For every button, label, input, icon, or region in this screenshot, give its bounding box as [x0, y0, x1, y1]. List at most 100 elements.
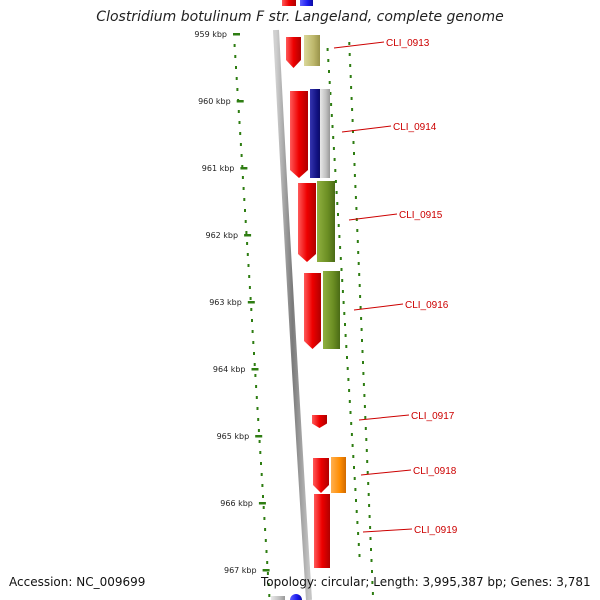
gene-label-cli-0919[interactable]: CLI_0919: [414, 525, 458, 536]
track-dot: [242, 187, 245, 190]
track-dot: [353, 163, 356, 166]
track-dot: [344, 323, 346, 326]
track-dot: [361, 339, 363, 342]
gene-label-cli-0913[interactable]: CLI_0913: [386, 38, 430, 49]
gene-label-cli-0915[interactable]: CLI_0915: [399, 210, 443, 221]
track-dot: [260, 462, 262, 465]
cds-cli-0913[interactable]: [286, 37, 301, 68]
annotation-cli-0915[interactable]: [317, 181, 335, 262]
accession-text: Accession: NC_009699: [9, 575, 146, 589]
track-dot: [337, 224, 340, 227]
track-dot: [368, 504, 371, 507]
kbp-tick-label: 966 kbp: [220, 499, 253, 508]
gene-labels[interactable]: CLI_0913 CLI_0914 CLI_0915 CLI_0916 CLI_0917…: [333, 38, 458, 536]
track-dot: [251, 330, 254, 333]
annotation-cli-0914b[interactable]: [320, 89, 330, 178]
track-dot: [357, 532, 360, 535]
annotation-cli-0914[interactable]: [310, 89, 322, 178]
track-dot: [357, 251, 360, 254]
cds-cli-0918[interactable]: [313, 458, 329, 493]
annotation-cli-0916[interactable]: [323, 271, 340, 349]
track-dot: [261, 484, 264, 487]
track-dot: [255, 396, 258, 399]
track-dot: [351, 119, 354, 122]
track-dot: [352, 130, 354, 133]
track-dot: [260, 473, 263, 476]
gene-leader-line: [333, 41, 385, 49]
track-dot: [254, 374, 257, 377]
track-dot: [362, 383, 365, 386]
track-dot: [257, 418, 260, 421]
cds-partial[interactable]: [282, 0, 296, 6]
track-dot: [349, 411, 352, 414]
track-dot: [348, 42, 351, 45]
track-dot: [352, 455, 355, 458]
track-dot: [348, 389, 351, 392]
gene-label-cli-0914[interactable]: CLI_0914: [393, 122, 437, 133]
gene-leader-line: [353, 303, 404, 311]
cds-cli-0916[interactable]: [304, 273, 321, 349]
track-dot: [350, 422, 353, 425]
track-dot: [234, 55, 237, 58]
track-dot: [366, 471, 369, 474]
cds-cli-0915[interactable]: [298, 183, 316, 262]
annotation-cli-0918[interactable]: [331, 457, 346, 493]
track-dot: [353, 152, 355, 155]
feature-track: [271, 0, 346, 600]
track-dot: [354, 196, 357, 199]
track-dot: [328, 70, 330, 73]
dot-tracks: [233, 42, 374, 597]
gene-label-cli-0917[interactable]: CLI_0917: [411, 411, 455, 422]
track-dot: [355, 499, 357, 502]
cds-partial[interactable]: [300, 0, 313, 6]
track-dot: [356, 240, 359, 243]
kbp-axis: 959 kbp 960 kbp 961 kbp 962 kbp 963 kbp 964 k…: [194, 30, 270, 575]
track-dot: [348, 53, 351, 56]
track-dot: [365, 449, 368, 452]
track-dot: [329, 92, 332, 95]
gene-label-cli-0918[interactable]: CLI_0918: [413, 466, 457, 477]
gene-leader-line: [362, 528, 413, 533]
track-dot: [369, 537, 372, 540]
track-dot: [371, 581, 374, 584]
cds-cli-0914[interactable]: [290, 91, 308, 178]
track-dot: [354, 488, 357, 491]
cds-partial[interactable]: [271, 596, 285, 600]
track-dot: [235, 66, 237, 69]
track-dot: [368, 515, 371, 518]
gene-label-cli-0916[interactable]: CLI_0916: [405, 300, 449, 311]
track-dot: [243, 198, 246, 201]
track-dot: [266, 561, 269, 564]
annotation-cli-0913[interactable]: [304, 35, 320, 66]
kbp-tick: [247, 301, 255, 304]
track-dot: [353, 174, 356, 177]
track-dot: [369, 526, 372, 529]
track-dot: [359, 306, 362, 309]
track-dot: [358, 284, 361, 287]
track-dot: [347, 378, 350, 381]
kbp-tick: [240, 167, 248, 170]
kbp-tick-label: 964 kbp: [213, 365, 246, 374]
track-dot: [350, 433, 353, 436]
track-dot: [264, 539, 267, 542]
track-dot: [341, 279, 344, 282]
track-dot: [354, 185, 357, 188]
track-dot: [262, 506, 265, 509]
track-dot: [345, 345, 348, 348]
cds-cli-0917[interactable]: [312, 415, 327, 428]
kbp-tick: [236, 100, 244, 103]
track-dot: [256, 407, 259, 410]
cds-cli-0919[interactable]: [314, 494, 330, 568]
track-dot: [253, 363, 256, 366]
track-dot: [351, 108, 354, 111]
track-dot: [342, 301, 345, 304]
track-dot: [268, 594, 271, 597]
track-dot: [337, 213, 339, 216]
genome-title: Clostridium botulinum F str. Langeland, …: [96, 9, 504, 25]
track-dot: [371, 592, 374, 595]
kbp-tick-label: 965 kbp: [217, 432, 250, 441]
track-dot: [248, 275, 251, 278]
track-dot: [255, 385, 258, 388]
track-dot: [362, 361, 364, 364]
